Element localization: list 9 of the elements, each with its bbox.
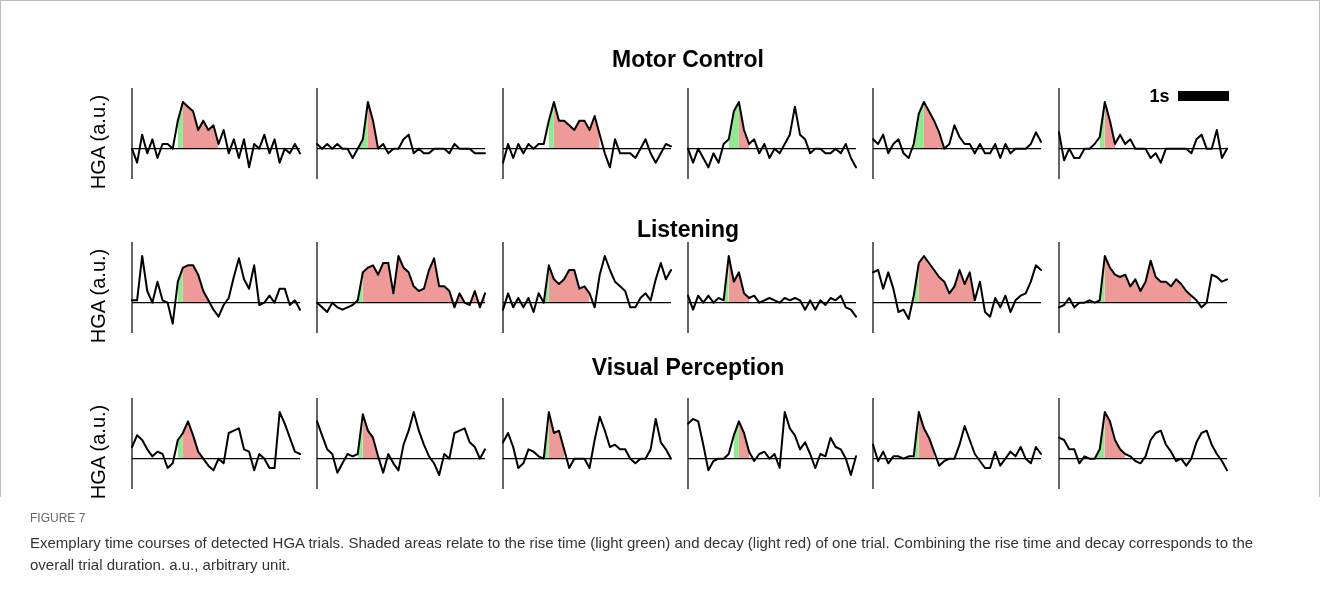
text: Visual Perception bbox=[591, 354, 785, 381]
text: Listening bbox=[636, 216, 740, 243]
y-axis-title: HGA (a.u.) bbox=[86, 248, 110, 343]
text: Exemplary time courses of detected HGA trials. Shaded areas relate to the rise time (light green) and decay (light red) of one trial. Combining the rise time and decay corresponds to the overall trial duration. a.u., arbitrary unit. bbox=[30, 533, 1255, 575]
annotation: 1s bbox=[1149, 85, 1170, 107]
caption: FIGURE 7 bbox=[30, 510, 87, 527]
y-axis-title: HGA (a.u.) bbox=[86, 94, 110, 189]
y-axis-title: HGA (a.u.) bbox=[86, 404, 110, 499]
text: Motor Control bbox=[611, 46, 764, 73]
